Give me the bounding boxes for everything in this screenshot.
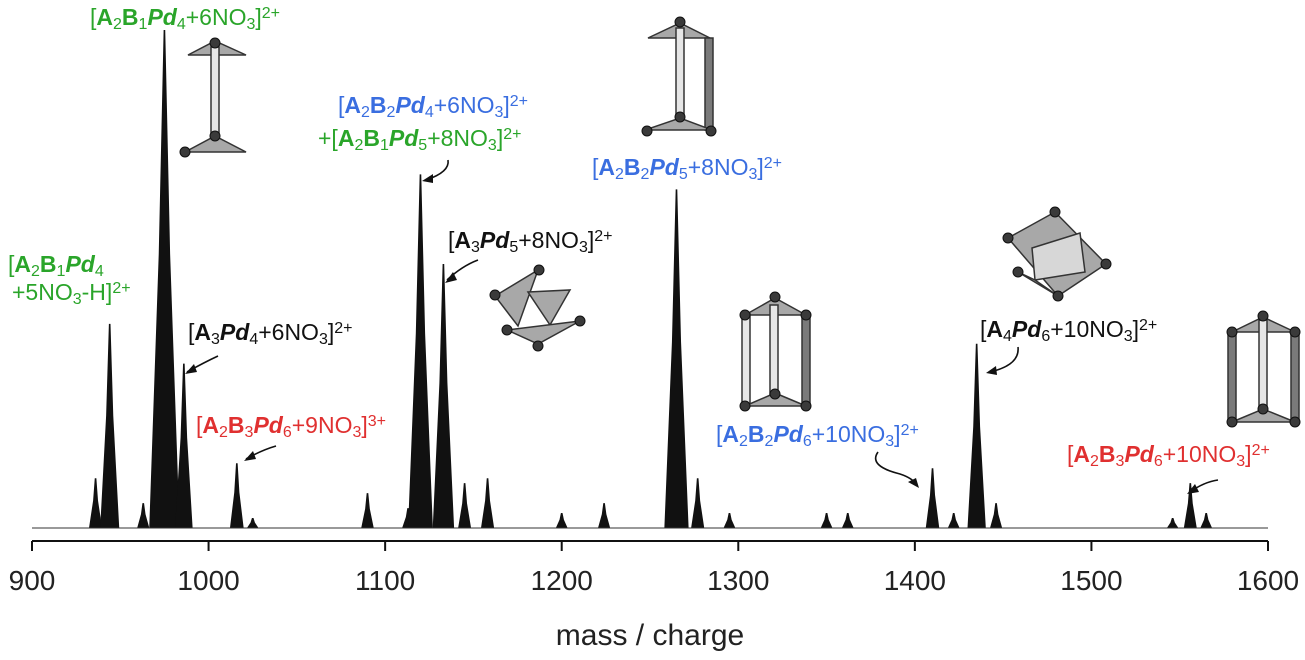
x-tick-label: 1500 xyxy=(1060,565,1122,596)
spectrum-peak xyxy=(820,513,833,528)
spectrum-peak xyxy=(100,323,120,528)
x-tick-label: 1000 xyxy=(177,565,239,596)
cage-a2b1pd4-icon xyxy=(179,37,247,158)
label-a2b1pd4-5no3h-line2: +5NO3-H]2+ xyxy=(12,279,131,308)
x-tick-label: 1200 xyxy=(531,565,593,596)
arrow-a2b3pd6-10-head xyxy=(1187,484,1199,494)
spectrum-peak xyxy=(432,264,455,528)
spectrum-peak xyxy=(947,513,960,528)
spectrum-peak xyxy=(458,483,472,528)
x-tick-label: 1400 xyxy=(884,565,946,596)
spectrum-peak xyxy=(691,478,705,528)
arrow-a2b2pd6-head xyxy=(908,478,919,488)
spectrum-peak xyxy=(925,468,940,528)
cage-a4pd6-icon xyxy=(1002,206,1112,302)
spectrum-peak xyxy=(664,189,689,529)
x-tick-label: 1300 xyxy=(707,565,769,596)
x-axis-ticks: 900 1000 1100 1200 1300 1400 1500 1600 xyxy=(9,541,1299,596)
cage-a2b3pd6-icon xyxy=(1226,310,1301,428)
spectrum-peak xyxy=(89,478,103,528)
spectrum-peak xyxy=(967,343,986,528)
arrow-a3pd4-head xyxy=(185,364,197,374)
label-a2b1pd4-5no3h: [A2B1Pd4 xyxy=(8,251,104,280)
x-tick-label: 1100 xyxy=(355,565,415,596)
arrow-a2b3pd6-9-head xyxy=(244,451,256,461)
spectrum-peak xyxy=(841,513,854,528)
cage-a2b2pd5-icon xyxy=(641,16,717,137)
label-a3pd5-8no3: [A3Pd5+8NO3]2+ xyxy=(448,227,613,256)
spectrum-peaks xyxy=(89,30,1213,529)
x-axis-title: mass / charge xyxy=(556,619,744,652)
annotation-arrows xyxy=(185,159,1219,494)
spectrum-peak xyxy=(555,513,568,528)
x-tick-label: 1600 xyxy=(1237,565,1299,596)
arrow-a4pd6-head xyxy=(986,366,997,375)
spectrum-peak xyxy=(137,503,150,528)
spectrum-peak xyxy=(229,463,244,528)
spectrum-peak xyxy=(175,363,193,528)
x-tick-label: 900 xyxy=(9,565,56,596)
spectrum-peak xyxy=(1183,483,1197,528)
label-a3pd4-6no3: [A3Pd4+6NO3]2+ xyxy=(188,319,353,348)
arrow-a2b2pd6 xyxy=(874,451,917,485)
label-a2b2pd6-10no3: [A2B2Pd6+10NO3]2+ xyxy=(716,421,919,450)
peak-annotations: [A2B1Pd4+6NO3]2+ [A2B1Pd4+5NO3-H]2+ [A3Pd4… xyxy=(8,4,1270,470)
spectrum-peak xyxy=(480,478,495,528)
spectrum-peak xyxy=(246,518,259,528)
spectrum-peak xyxy=(990,503,1003,528)
arrow-a3pd5-head xyxy=(445,272,457,283)
spectrum-peak xyxy=(598,503,611,528)
spectrum-peak xyxy=(361,493,374,528)
spectrum-peak xyxy=(1166,518,1179,528)
cage-a3pd5-icon xyxy=(489,264,586,352)
label-a2b3pd6-10no3: [A2B3Pd6+10NO3]2+ xyxy=(1067,441,1270,470)
label-a2b2pd5-8no3: [A2B2Pd5+8NO3]2+ xyxy=(592,154,782,183)
cage-a2b2pd6-icon xyxy=(739,291,812,412)
label-a2b1pd4-6no3: [A2B1Pd4+6NO3]2+ xyxy=(90,4,280,33)
label-a2b1pd5-8no3: +[A2B1Pd5+8NO3]2+ xyxy=(318,125,521,154)
spectrum-peak xyxy=(408,174,433,529)
spectrum-peak xyxy=(1200,513,1213,528)
arrow-mixed-1120-head xyxy=(422,174,433,183)
label-a2b2pd4-6no3: [A2B2Pd4+6NO3]2+ xyxy=(338,92,528,121)
label-a2b3pd6-9no3: [A2B3Pd6+9NO3]3+ xyxy=(196,412,386,441)
spectrum-peak xyxy=(149,30,180,528)
spectrum-peak xyxy=(723,513,736,528)
label-a4pd6-10no3: [A4Pd6+10NO3]2+ xyxy=(980,316,1157,345)
